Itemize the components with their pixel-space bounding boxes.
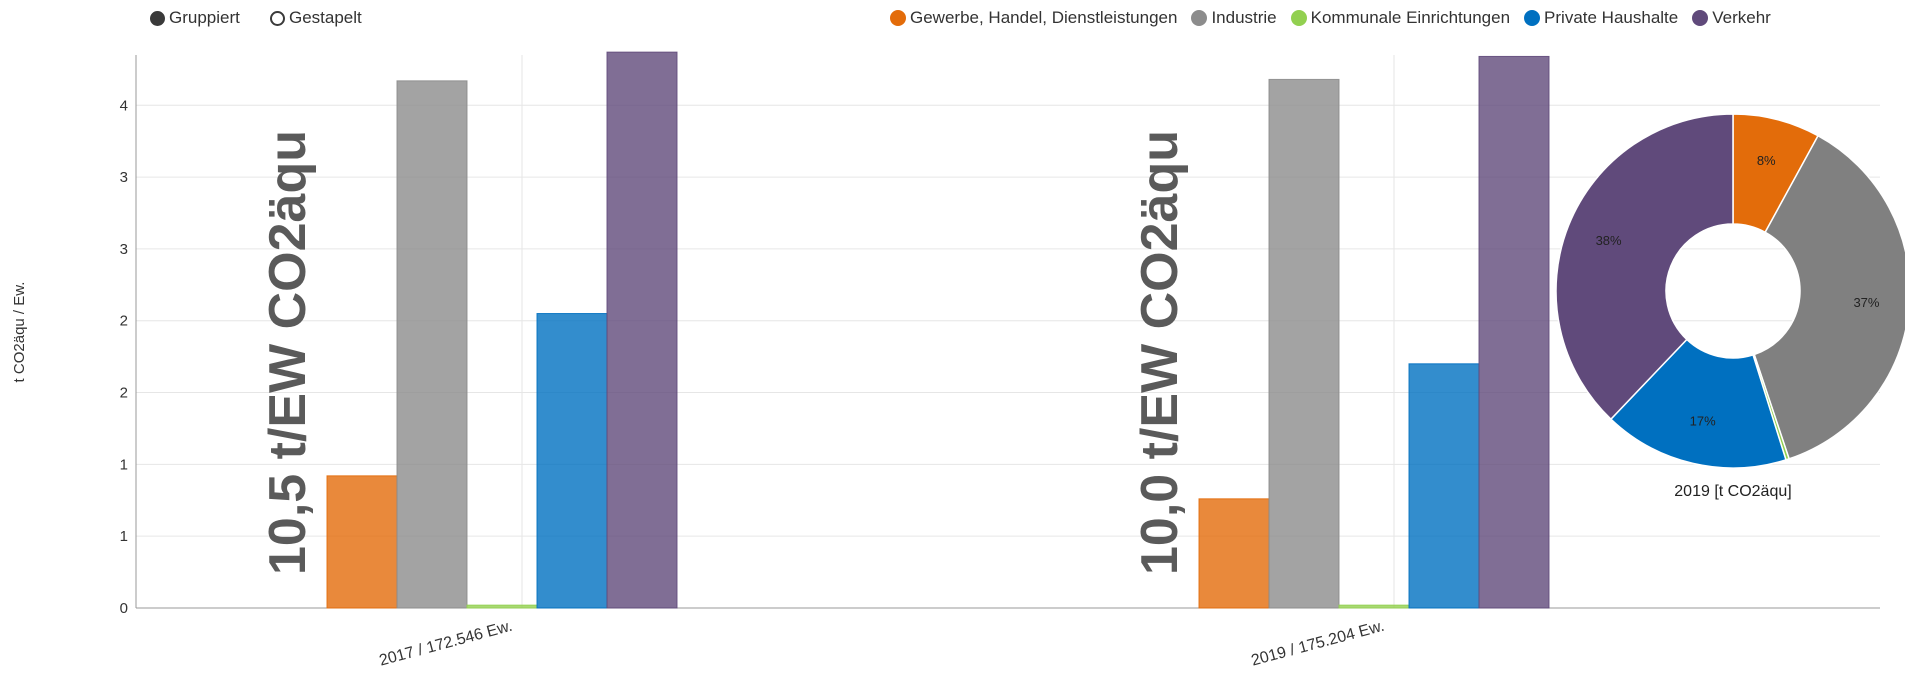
total-annotation: 10,5 t/EW CO2äqu: [259, 130, 317, 575]
x-category-label: 2017 / 172.546 Ew.: [377, 618, 514, 670]
bar: [466, 604, 538, 609]
y-tick-label: 3: [120, 241, 128, 258]
bar: [396, 80, 468, 609]
y-tick-label: 1: [120, 456, 128, 473]
bar: [606, 51, 678, 609]
y-axis-title: t CO2äqu / Ew.: [11, 282, 28, 383]
legend-item[interactable]: Kommunale Einrichtungen: [1290, 8, 1511, 28]
pie-slice-label: 17%: [1690, 414, 1716, 429]
pie-slice: [1555, 113, 1734, 421]
legend-item[interactable]: Verkehr: [1692, 8, 1771, 28]
legend: Gewerbe, Handel, Dienstleistungen Industr…: [890, 8, 1785, 28]
y-tick-label: 1: [120, 528, 128, 545]
legend-item[interactable]: Private Haushalte: [1524, 8, 1678, 28]
stacked-label: Gestapelt: [289, 8, 362, 27]
grouped-label: Gruppiert: [169, 8, 240, 27]
stacked-toggle[interactable]: Gestapelt: [270, 8, 362, 28]
radio-selected-icon: [150, 10, 165, 26]
y-tick-label: 2: [120, 385, 128, 402]
bar: [1478, 55, 1550, 609]
bar: [536, 313, 608, 609]
grouped-toggle[interactable]: Gruppiert: [150, 8, 240, 28]
pie-slice: [1753, 134, 1905, 460]
legend-label: Private Haushalte: [1544, 8, 1679, 27]
pie-slice-label: 37%: [1853, 295, 1879, 310]
legend-item[interactable]: Gewerbe, Handel, Dienstleistungen: [890, 8, 1177, 28]
legend-label: Industrie: [1211, 8, 1277, 27]
legend-swatch-icon: [1692, 10, 1709, 26]
bar: [1198, 498, 1270, 609]
bar: [326, 475, 398, 609]
bar: [1408, 363, 1480, 609]
bar: [1268, 78, 1340, 609]
x-category-label: 2019 / 175.204 Ew.: [1249, 618, 1386, 670]
total-annotation: 10,0 t/EW CO2äqu: [1131, 130, 1189, 575]
legend-swatch-icon: [890, 10, 906, 26]
legend-label: Gewerbe, Handel, Dienstleistungen: [910, 8, 1178, 27]
legend-swatch-icon: [1290, 10, 1307, 26]
y-tick-label: 4: [120, 97, 128, 114]
radio-unselected-icon: [270, 10, 285, 26]
legend-label: Verkehr: [1712, 8, 1771, 27]
bar: [1338, 604, 1410, 609]
y-tick-label: 3: [120, 169, 128, 186]
legend-swatch-icon: [1524, 10, 1541, 26]
pie-slice-label: 38%: [1596, 233, 1622, 248]
pie-slice: [1609, 338, 1787, 469]
legend-item[interactable]: Industrie: [1191, 8, 1277, 28]
pie-slice-label: 8%: [1757, 153, 1776, 168]
pie-title: 2019 [t CO2äqu]: [1674, 483, 1791, 500]
legend-label: Kommunale Einrichtungen: [1310, 8, 1511, 27]
legend-swatch-icon: [1191, 10, 1208, 26]
y-tick-label: 2: [120, 313, 128, 330]
y-tick-label: 0: [120, 600, 128, 617]
